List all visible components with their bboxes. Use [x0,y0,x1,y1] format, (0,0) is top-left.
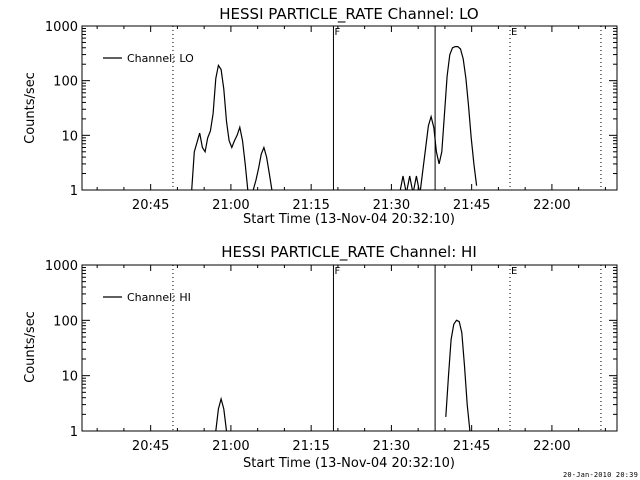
footer-timestamp: 20-Jan-2010 20:39 [562,471,638,479]
series-line [413,175,420,191]
time-marker-label: E [511,27,517,38]
series-line [252,145,273,191]
series-line [399,175,407,191]
x-axis-label: Start Time (13-Nov-04 20:32:10) [243,212,455,227]
x-tick-label: 21:30 [373,198,410,213]
y-tick-label: 1 [70,184,78,199]
series-line [406,175,413,191]
x-tick-label: 21:30 [373,439,410,454]
series-line [191,63,249,191]
chart-title: HESSI PARTICLE_RATE Channel: LO [219,5,478,24]
time-marker-label: F [334,266,340,277]
x-tick-label: 21:00 [212,439,249,454]
y-tick-label: 10 [61,129,78,144]
y-axis-label: Counts/sec [23,72,38,144]
series-line [419,45,478,191]
plot-frame [81,264,618,432]
x-tick-label: 22:00 [533,439,570,454]
series-line [215,396,228,432]
time-marker-label: E [511,266,517,277]
series-line [445,319,471,432]
panel-hi-channel: HESSI PARTICLE_RATE Channel: HI Counts/s… [23,243,618,471]
x-tick-label: 21:45 [453,198,490,213]
y-tick-label: 10 [61,370,78,385]
x-axis-label: Start Time (13-Nov-04 20:32:10) [243,456,455,471]
legend-label: Channel: LO [127,52,194,65]
y-tick-label: 100 [53,75,78,90]
x-tick-label: 21:45 [453,439,490,454]
time-marker-label: F [334,27,340,38]
y-axis-label: Counts/sec [23,311,38,383]
x-tick-label: 21:00 [212,198,249,213]
x-tick-label: 20:45 [132,439,169,454]
x-tick-label: 20:45 [132,198,169,213]
y-tick-label: 1000 [45,20,78,35]
legend-label: Channel: HI [127,291,191,304]
plot-frame [81,25,618,191]
chart-title: HESSI PARTICLE_RATE Channel: HI [221,243,477,262]
x-tick-label: 21:15 [292,198,329,213]
x-tick-label: 21:15 [292,439,329,454]
panel-lo-channel: HESSI PARTICLE_RATE Channel: LO Counts/s… [23,5,618,227]
y-tick-label: 100 [53,314,78,329]
x-tick-label: 22:00 [533,198,570,213]
y-tick-label: 1000 [45,259,78,274]
y-tick-label: 1 [70,425,78,440]
